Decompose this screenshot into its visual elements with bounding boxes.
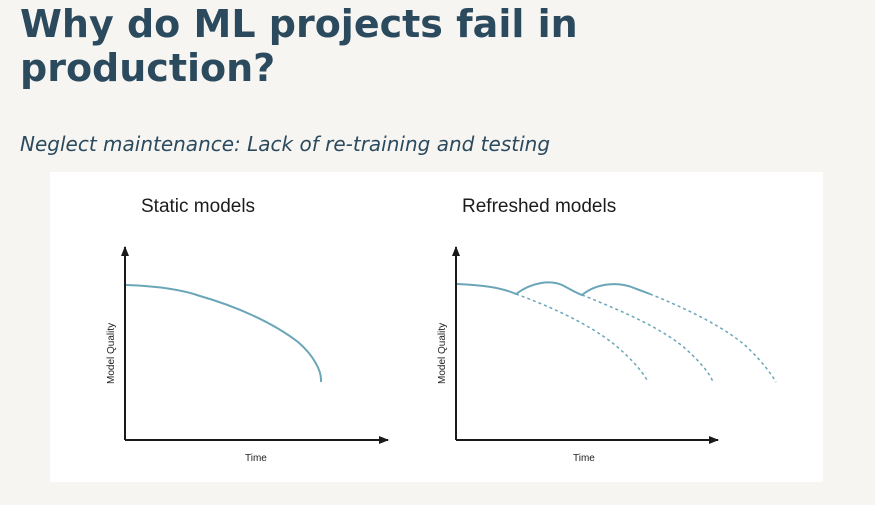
slide-title: Why do ML projects fail in production? bbox=[20, 2, 720, 90]
refreshed-models-title: Refreshed models bbox=[462, 196, 616, 217]
refreshed-y-axis-label: Model Quality bbox=[437, 323, 448, 384]
static-models-title: Static models bbox=[141, 196, 255, 217]
static-y-axis-label: Model Quality bbox=[106, 323, 117, 384]
refreshed-x-axis-label: Time bbox=[573, 453, 595, 464]
model-quality-figure: Static models Time Model Quality Refresh… bbox=[50, 172, 823, 482]
model-quality-diagram: Static models Time Model Quality Refresh… bbox=[106, 196, 777, 464]
static-quality-curve bbox=[125, 284, 323, 383]
slide-title-line-1: Why do ML projects fail in bbox=[20, 2, 578, 46]
decay-projection-1 bbox=[515, 293, 649, 383]
decay-projection-2 bbox=[581, 294, 714, 383]
decay-projection-3 bbox=[649, 293, 777, 383]
refreshed-models-panel: Refreshed models Time Model Quality bbox=[437, 196, 777, 464]
slide-subtitle: Neglect maintenance: Lack of re-training… bbox=[20, 132, 551, 156]
static-x-axis-label: Time bbox=[245, 453, 267, 464]
static-models-panel: Static models Time Model Quality bbox=[106, 196, 389, 464]
slide-title-line-2: production? bbox=[20, 46, 276, 90]
refreshed-quality-curve bbox=[456, 281, 651, 297]
